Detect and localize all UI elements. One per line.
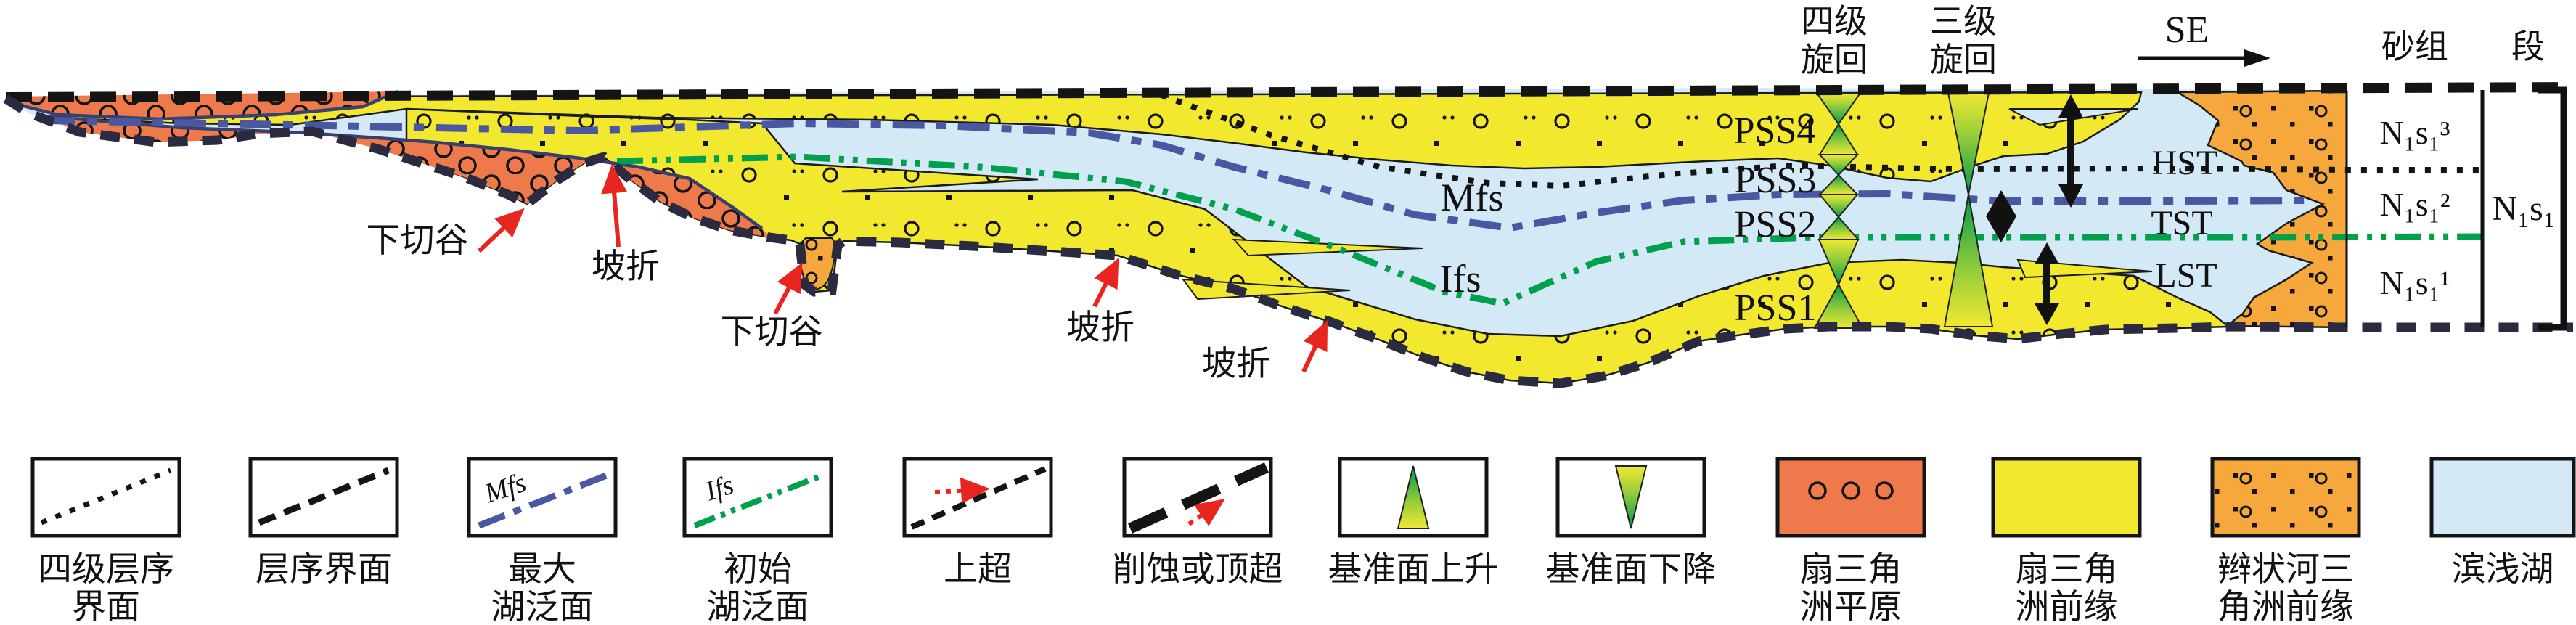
mfs-line-icon bbox=[478, 471, 610, 529]
svg-text:扇三角: 扇三角 bbox=[2016, 551, 2118, 589]
svg-text:初始: 初始 bbox=[724, 551, 792, 589]
legend-item-truncation-toplap: 削蚀或顶超 bbox=[1113, 457, 1283, 589]
slope-break-label-1: 坡折 bbox=[592, 248, 660, 286]
pss1-label: PSS1 bbox=[1735, 287, 1817, 329]
legend-item-fan-delta-front: 扇三角 洲前缘 bbox=[1991, 457, 2142, 625]
cycle-fall-triangle bbox=[1817, 154, 1860, 176]
pss2-label: PSS2 bbox=[1735, 204, 1817, 245]
legend-item-onlap: 上超 bbox=[902, 457, 1053, 589]
thick-dashed-line-icon bbox=[1127, 462, 1269, 534]
ifs-line-icon bbox=[693, 472, 825, 528]
svg-text:基准面下降: 基准面下降 bbox=[1546, 551, 1717, 589]
svg-text:削蚀或顶超: 削蚀或顶超 bbox=[1113, 551, 1283, 589]
third-order-header-line1: 三级 bbox=[1930, 3, 1997, 40]
incised-valley-label-2: 下切谷 bbox=[721, 314, 823, 351]
svg-text:湖泛面: 湖泛面 bbox=[707, 589, 809, 625]
fourth-order-header-line2: 旋回 bbox=[1801, 41, 1868, 78]
pss4-label: PSS4 bbox=[1734, 110, 1816, 152]
fall-triangle-icon bbox=[1614, 465, 1648, 529]
sand-group-header: 砂组 bbox=[2381, 28, 2448, 65]
legend-item-shallow-lake: 滨浅湖 bbox=[2429, 457, 2576, 589]
rise-triangle-icon bbox=[1397, 465, 1430, 529]
lst-label: LST bbox=[2155, 256, 2217, 295]
cycle-fall-triangle bbox=[1817, 194, 1860, 218]
red-arrow-icon bbox=[1092, 258, 1119, 308]
annotation-arrows bbox=[477, 164, 1328, 373]
svg-text:洲平原: 洲平原 bbox=[1800, 589, 1902, 625]
red-arrow-icon bbox=[1301, 320, 1328, 373]
sand-group-n1s11: N₁s₁¹ bbox=[2380, 264, 2450, 301]
legend-item-fourth-order-boundary: 四级层序 界面 bbox=[30, 457, 181, 625]
red-arrow-icon bbox=[601, 164, 628, 248]
tst-label: TST bbox=[2151, 204, 2212, 242]
legend: 四级层序 界面 层序界面 Mfs 最大 湖泛面 Ifs 初始 湖泛面 bbox=[30, 457, 2576, 625]
fan-delta-front-upper-region bbox=[5, 91, 2143, 183]
fourth-order-cycles-column bbox=[1813, 92, 1864, 329]
se-arrowhead-icon bbox=[2244, 49, 2270, 67]
hst-label: HST bbox=[2152, 144, 2218, 182]
svg-text:扇三角: 扇三角 bbox=[1800, 551, 1902, 589]
third-order-header-line2: 旋回 bbox=[1930, 41, 1997, 78]
legend-item-base-level-fall: 基准面下降 bbox=[1546, 457, 1717, 589]
third-order-cycle-column bbox=[1943, 92, 1994, 327]
lst-range-arrow bbox=[2035, 242, 2059, 325]
hst-range-arrow bbox=[2058, 94, 2083, 208]
svg-text:界面: 界面 bbox=[72, 589, 140, 625]
member-n1s1: N₁s₁ bbox=[2493, 189, 2556, 228]
top-sequence-boundary-line bbox=[5, 82, 2574, 102]
mfs-label: Mfs bbox=[1440, 176, 1503, 219]
cycle-fall-triangle bbox=[1947, 92, 1990, 195]
open-circle-icon bbox=[1808, 481, 1827, 500]
svg-text:滨浅湖: 滨浅湖 bbox=[2452, 551, 2554, 589]
red-arrow-icon bbox=[477, 208, 525, 253]
legend-item-sequence-boundary: 层序界面 bbox=[248, 457, 399, 589]
svg-text:四级层序: 四级层序 bbox=[38, 551, 174, 589]
sand-group-n1s12: N₁s₁² bbox=[2380, 186, 2450, 223]
mfs-line bbox=[43, 117, 2309, 232]
svg-text:上超: 上超 bbox=[944, 551, 1012, 589]
ifs-label: Ifs bbox=[1440, 257, 1481, 301]
cycle-rise-triangle bbox=[1813, 282, 1864, 329]
member-bracket bbox=[2538, 86, 2567, 331]
cycle-rise-triangle bbox=[1943, 194, 1994, 327]
incised-valley-label-1: 下切谷 bbox=[367, 222, 469, 260]
fourth-order-header-line1: 四级 bbox=[1801, 3, 1868, 40]
fourth-order-boundary-line bbox=[1160, 92, 2482, 189]
tst-diamond bbox=[1986, 190, 2016, 242]
svg-text:湖泛面: 湖泛面 bbox=[491, 589, 594, 625]
red-arrow-icon bbox=[773, 262, 803, 315]
legend-item-mfs: Mfs 最大 湖泛面 bbox=[467, 457, 618, 625]
legend-item-braided-delta-front: 辫状河三 角洲前缘 bbox=[2210, 457, 2361, 625]
delta-plain-lower-top-line bbox=[43, 114, 764, 230]
yellow-lens-1 bbox=[1181, 278, 1351, 301]
open-circle-icon bbox=[1841, 481, 1860, 500]
se-arrow: SE bbox=[2138, 9, 2270, 67]
bottom-sequence-boundary-line bbox=[3, 94, 2573, 388]
ifs-line bbox=[616, 153, 2483, 307]
svg-text:辫状河三: 辫状河三 bbox=[2217, 551, 2354, 589]
legend-item-fan-delta-plain: 扇三角 洲平原 bbox=[1775, 457, 1926, 625]
svg-text:角洲前缘: 角洲前缘 bbox=[2217, 589, 2354, 625]
legend-item-ifs: Ifs 初始 湖泛面 bbox=[682, 457, 833, 625]
onlap-red-arrow-icon bbox=[934, 477, 990, 504]
svg-text:层序界面: 层序界面 bbox=[255, 551, 392, 589]
open-circle-icon bbox=[1875, 481, 1894, 500]
svg-text:基准面上升: 基准面上升 bbox=[1328, 551, 1499, 589]
delta-plain-upper-bottom-line bbox=[14, 89, 398, 121]
legend-item-base-level-rise: 基准面上升 bbox=[1328, 457, 1499, 589]
svg-text:最大: 最大 bbox=[508, 551, 576, 589]
pss3-label: PSS3 bbox=[1735, 160, 1817, 201]
cycle-fall-triangle bbox=[1817, 239, 1860, 287]
sand-group-n1s13: N₁s₁³ bbox=[2380, 114, 2450, 151]
svg-text:洲前缘: 洲前缘 bbox=[2016, 589, 2118, 625]
member-header: 段 bbox=[2511, 28, 2545, 65]
slope-break-label-3: 坡折 bbox=[1202, 346, 1270, 383]
se-label: SE bbox=[2165, 9, 2209, 51]
slope-break-label-2: 坡折 bbox=[1066, 309, 1134, 347]
dashed-line-icon bbox=[258, 467, 390, 526]
braided-delta-front-region bbox=[2174, 89, 2348, 329]
